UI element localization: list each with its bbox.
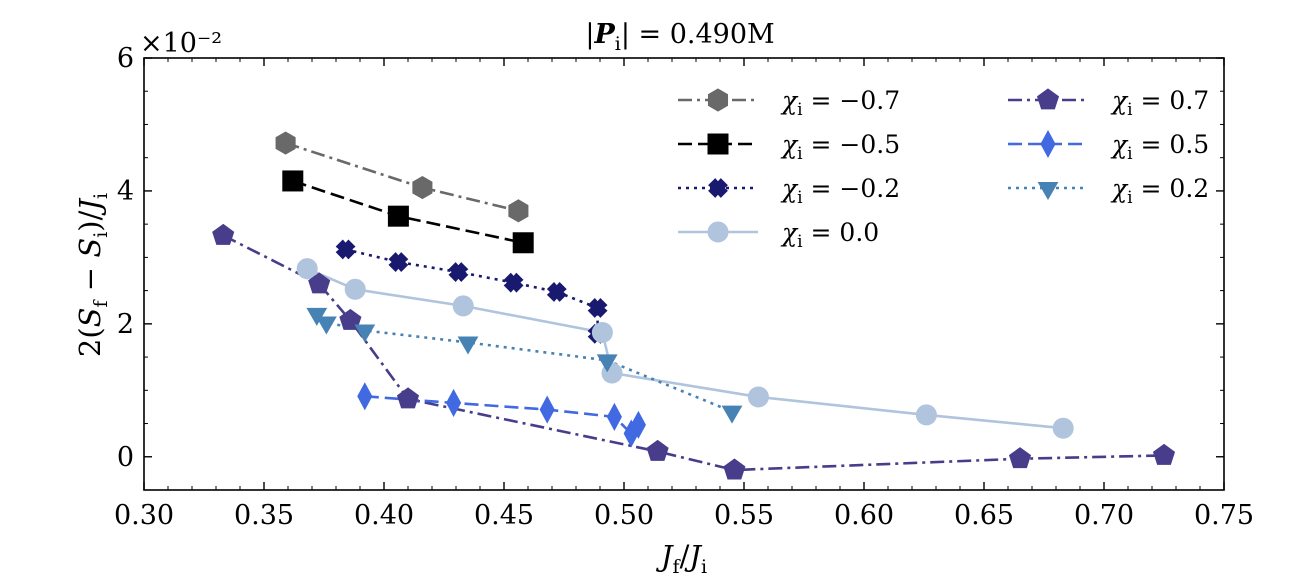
- data-point: [412, 176, 433, 200]
- data-point: [339, 308, 362, 330]
- legend-marker: [1040, 129, 1056, 159]
- legend-label: χi = 0.7: [1110, 86, 1209, 120]
- series-line: [315, 312, 733, 413]
- data-point: [915, 404, 937, 426]
- x-axis-label: Jf/Ji: [656, 539, 707, 576]
- legend-marker: [707, 88, 729, 112]
- data-point: [296, 258, 318, 280]
- y-tick-label: 0: [117, 442, 134, 473]
- data-point: [1152, 443, 1176, 465]
- data-point: [457, 336, 479, 355]
- data-point: [387, 205, 409, 227]
- data-point: [606, 402, 622, 431]
- data-point: [539, 395, 555, 424]
- legend-label: χi = −0.7: [780, 86, 900, 120]
- data-point: [591, 321, 613, 343]
- series-markers: [212, 131, 1176, 480]
- legend-marker: [707, 133, 729, 155]
- legend-marker: [1036, 88, 1060, 110]
- data-point: [723, 458, 746, 480]
- x-tick-label: 0.70: [1074, 500, 1134, 531]
- data-point: [335, 239, 356, 260]
- y-tick-label: 4: [117, 176, 134, 207]
- series-line: [285, 141, 519, 213]
- axis-ticks: 0.30 0.35 0.40 0.45 0.50 0.55 0.60 0.65 0.70 0.75…: [114, 43, 1254, 531]
- data-point: [1052, 417, 1074, 439]
- plot-frame: [143, 57, 1225, 491]
- x-tick-label: 0.55: [714, 500, 774, 531]
- legend: χi = −0.7 χi = −0.5 χi = −0.2 χi = 0.0 χi = …: [678, 86, 1209, 252]
- x-tick-label: 0.75: [1194, 500, 1254, 531]
- legend-marker: [707, 221, 729, 243]
- legend-label: χi = 0.0: [780, 218, 879, 252]
- x-tick-label: 0.65: [954, 500, 1014, 531]
- data-point: [396, 387, 420, 409]
- data-point: [452, 295, 474, 317]
- legend-label: χi = −0.5: [780, 130, 900, 164]
- data-point: [344, 278, 366, 300]
- data-point: [282, 170, 304, 192]
- data-point: [275, 131, 296, 155]
- legend-marker: [708, 178, 728, 198]
- data-point: [354, 324, 376, 343]
- y-scale-factor: ×10⁻²: [140, 28, 222, 59]
- y-tick-label: 6: [117, 43, 134, 74]
- data-point: [587, 297, 608, 318]
- data-point: [596, 354, 618, 373]
- x-tick-label: 0.50: [594, 500, 654, 531]
- data-point: [1008, 447, 1032, 469]
- data-point: [546, 282, 567, 302]
- chart-title: |Pi| = 0.490M: [585, 19, 774, 55]
- y-axis-label: 2(Sf − Si)/Ji: [73, 193, 112, 357]
- data-point: [508, 199, 529, 223]
- data-point: [512, 232, 534, 254]
- x-tick-label: 0.35: [234, 500, 294, 531]
- data-point: [446, 388, 462, 417]
- series-lines: [222, 141, 1165, 472]
- legend-label: χi = −0.2: [780, 174, 900, 208]
- legend-label: χi = 0.5: [1110, 130, 1209, 164]
- legend-marker: [1037, 182, 1059, 200]
- x-tick-label: 0.30: [114, 500, 174, 531]
- data-point: [503, 272, 524, 293]
- data-point: [747, 386, 769, 408]
- data-point: [212, 223, 235, 245]
- data-point: [308, 272, 331, 294]
- data-point: [721, 405, 743, 424]
- legend-label: χi = 0.2: [1110, 174, 1209, 208]
- x-tick-label: 0.45: [474, 500, 534, 531]
- x-tick-label: 0.60: [834, 500, 894, 531]
- series-line: [306, 267, 1064, 430]
- data-point: [448, 262, 469, 282]
- data-point: [388, 252, 409, 272]
- series-line: [222, 234, 1165, 472]
- data-point: [316, 316, 337, 335]
- y-tick-label: 2: [117, 309, 134, 340]
- data-point: [630, 410, 646, 439]
- data-point: [357, 382, 373, 411]
- data-point: [646, 439, 669, 461]
- x-tick-label: 0.40: [354, 500, 414, 531]
